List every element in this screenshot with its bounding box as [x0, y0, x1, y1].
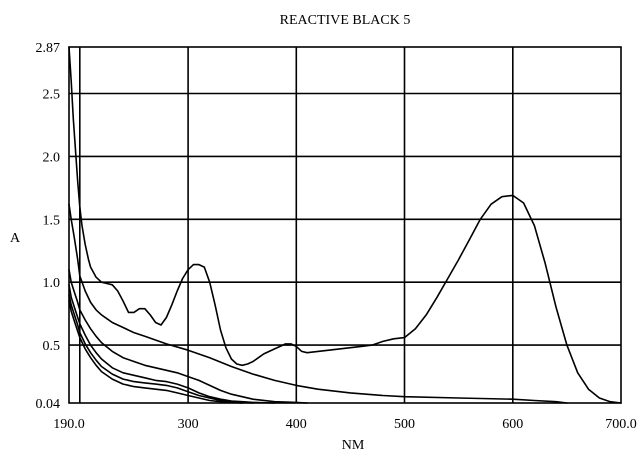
spectra-series — [68, 46, 622, 404]
x-axis-label: NM — [342, 438, 365, 453]
gridlines — [69, 47, 621, 403]
x-tick-label: 400 — [286, 417, 307, 432]
spectrum-series-line-1 — [68, 46, 622, 404]
x-tick-label: 600 — [502, 417, 523, 432]
spectrum-series-line-3 — [68, 268, 308, 404]
chart-title: REACTIVE BLACK 5 — [280, 13, 411, 28]
y-tick-label: 2.5 — [43, 88, 61, 103]
y-tick-label: 1.5 — [43, 213, 61, 228]
spectrum-series-line-6 — [68, 300, 243, 404]
y-tick-label: 0.04 — [36, 397, 61, 412]
y-tick-label: 2.0 — [43, 150, 61, 165]
x-tick-label: 700.0 — [605, 417, 637, 432]
y-tick-label: 0.5 — [43, 339, 61, 354]
spectrum-series-line-4 — [68, 283, 276, 404]
y-tick-label: 1.0 — [43, 276, 61, 291]
x-tick-labels: 190.0 300 400 500 600 700.0 — [53, 417, 637, 432]
x-tick-label: 190.0 — [53, 417, 85, 432]
y-tick-labels: 0.04 0.5 1.0 1.5 2.0 2.5 2.87 — [36, 41, 61, 412]
y-tick-label: 2.87 — [36, 41, 61, 56]
x-tick-label: 500 — [394, 417, 415, 432]
plot-frame — [68, 46, 622, 404]
y-axis-label: A — [10, 231, 21, 246]
spectrum-series-line-5 — [68, 293, 254, 404]
x-tick-label: 300 — [178, 417, 199, 432]
spectrum-series-line-2 — [68, 203, 568, 404]
